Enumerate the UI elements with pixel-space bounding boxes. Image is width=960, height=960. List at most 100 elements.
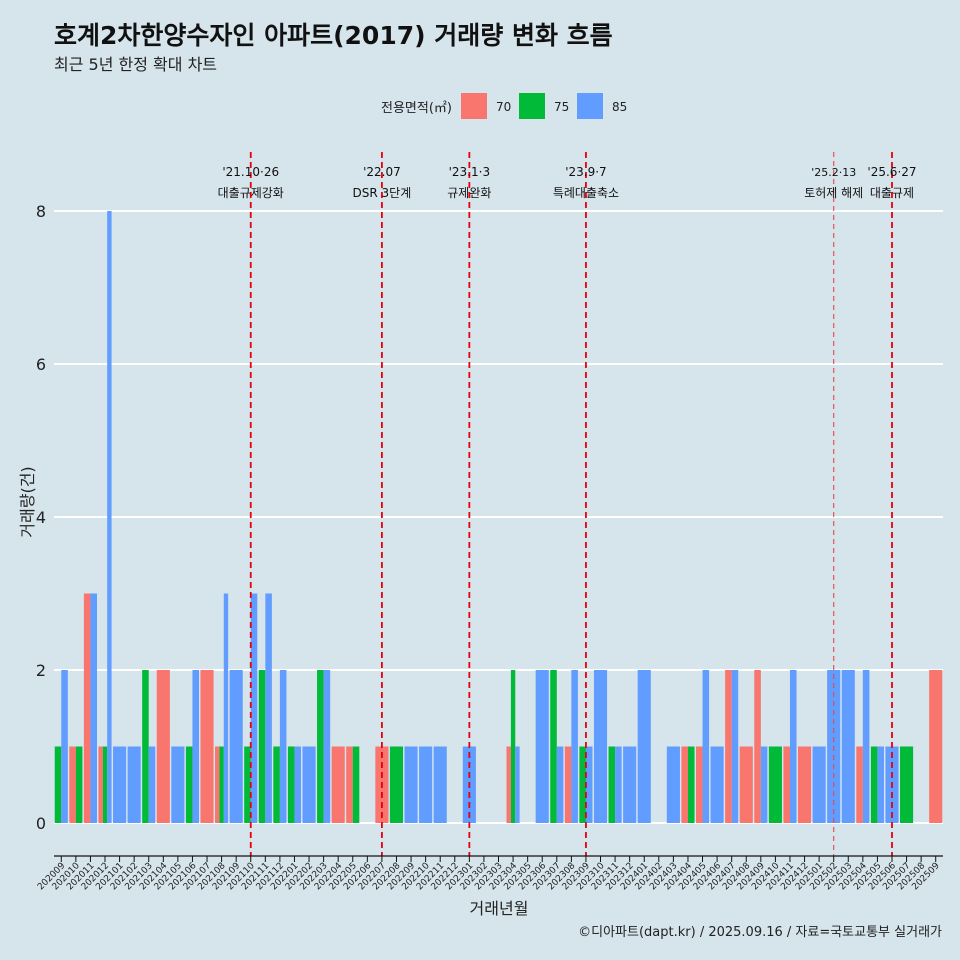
- bar-202202-85: [302, 746, 316, 823]
- bar-202304-85: [515, 746, 520, 823]
- axes: 2020092020102020112020122021012021022021…: [36, 855, 943, 892]
- legend-title: 전용면적(㎡): [381, 101, 452, 116]
- bar-202404-75: [687, 746, 695, 823]
- bar-202503-85: [841, 670, 855, 823]
- bar-202009-75: [54, 746, 62, 823]
- bar-202309-75: [579, 746, 586, 823]
- bar-202507-75: [900, 746, 914, 823]
- bar-202010-70: [69, 746, 76, 823]
- bar-202204-70: [331, 746, 345, 823]
- bar-202509-70: [929, 670, 943, 823]
- x-axis-title: 거래년월: [470, 899, 529, 918]
- legend-label-75: 75: [554, 100, 569, 114]
- bar-202311-75: [608, 746, 616, 823]
- bar-202203-85: [323, 670, 331, 823]
- bar-202012-70: [98, 746, 103, 823]
- bar-202505-85: [877, 746, 884, 823]
- bar-202108-70: [215, 746, 220, 823]
- y-tick-label: 0: [36, 814, 46, 833]
- caption: ©디아파트(dapt.kr) / 2025.09.16 / 자료=국토교통부 실…: [578, 925, 942, 940]
- bar-202411-85: [789, 670, 797, 823]
- bar-202109-85: [229, 670, 243, 823]
- chart-subtitle: 최근 5년 한정 확대 차트: [54, 55, 217, 74]
- legend-swatch-75: [519, 93, 545, 119]
- bar-202110-85: [250, 593, 258, 823]
- bar-202105-85: [171, 746, 185, 823]
- bar-202504-85: [862, 670, 870, 823]
- gridlines: 0 2 4 6 8: [36, 202, 943, 833]
- bar-202308-85: [571, 670, 578, 823]
- bar-202201-75: [287, 746, 295, 823]
- bar-202103-75: [142, 670, 149, 823]
- bar-202209-85: [404, 746, 418, 823]
- bar-202504-70: [856, 746, 863, 823]
- bar-202307-85: [556, 746, 564, 823]
- bar-202408-70: [739, 746, 753, 823]
- bar-202208-75: [389, 746, 404, 823]
- bar-202412-70: [797, 746, 812, 823]
- bar-202405-85: [702, 670, 710, 823]
- bar-202211-85: [433, 746, 447, 823]
- bar-202307-75: [550, 670, 557, 823]
- y-tick-label: 2: [36, 661, 46, 680]
- bar-202011-70: [83, 593, 91, 823]
- legend-label-85: 85: [612, 100, 627, 114]
- bar-202110-75: [244, 746, 251, 823]
- bar-202404-70: [681, 746, 688, 823]
- bar-202012-75: [102, 746, 108, 823]
- legend-label-70: 70: [496, 100, 511, 114]
- bar-202311-85: [615, 746, 622, 823]
- bar-202205-75: [352, 746, 360, 823]
- bar-202309-85: [585, 746, 593, 823]
- event-name-label: 특례대출축소: [553, 186, 619, 200]
- bar-202308-70: [564, 746, 572, 823]
- event-date-label: '25.2·13: [811, 166, 856, 179]
- legend-swatch-85: [577, 93, 603, 119]
- event-date-label: '22.07: [363, 165, 401, 179]
- bar-202101-85: [113, 746, 127, 823]
- event-date-label: '23.1·3: [449, 165, 490, 179]
- bar-202304-70: [506, 746, 511, 823]
- y-tick-label: 8: [36, 202, 46, 221]
- bar-202106-85: [192, 670, 200, 823]
- bar-202210-85: [419, 746, 433, 823]
- event-name-label: DSR 3단계: [353, 186, 412, 200]
- bar-202406-85: [710, 746, 724, 823]
- bars: [54, 211, 943, 823]
- bar-202009-85: [61, 670, 68, 823]
- legend: 전용면적(㎡) 70 75 85: [381, 93, 627, 119]
- event-date-label: '25.6·27: [867, 165, 916, 179]
- bar-202111-85: [265, 593, 272, 823]
- bar-202501-85: [812, 746, 826, 823]
- event-name-label: 규제완화: [447, 186, 491, 200]
- bar-202012-85: [107, 211, 112, 823]
- bar-202108-85: [223, 593, 229, 823]
- legend-swatch-70: [461, 93, 487, 119]
- y-tick-label: 6: [36, 355, 46, 374]
- event-name-label: 대출규제강화: [218, 186, 284, 200]
- bar-202112-75: [273, 746, 280, 823]
- bar-202203-75: [317, 670, 324, 823]
- bar-202111-75: [258, 670, 266, 823]
- bar-202409-85: [760, 746, 768, 823]
- event-date-label: '21.10·26: [222, 165, 279, 179]
- bar-202505-75: [870, 746, 878, 823]
- bar-202312-85: [623, 746, 637, 823]
- bar-202405-70: [695, 746, 703, 823]
- bar-202304-75: [510, 670, 516, 823]
- bar-202010-75: [75, 746, 83, 823]
- bar-202410-75: [768, 746, 782, 823]
- annotations: '21.10·26 대출규제강화 '22.07 DSR 3단계 '23.1·3 규제완화 '…: [218, 152, 917, 856]
- bar-202409-70: [754, 670, 761, 823]
- bar-202205-70: [346, 746, 353, 823]
- event-name-label: 대출규제: [870, 186, 914, 200]
- bar-202103-85: [148, 746, 156, 823]
- y-tick-label: 4: [36, 508, 46, 527]
- bar-202310-85: [593, 670, 608, 823]
- bar-202407-85: [731, 670, 739, 823]
- bar-202411-70: [783, 746, 790, 823]
- event-name-label: 토허제 해제: [804, 186, 863, 200]
- bar-202401-85: [637, 670, 651, 823]
